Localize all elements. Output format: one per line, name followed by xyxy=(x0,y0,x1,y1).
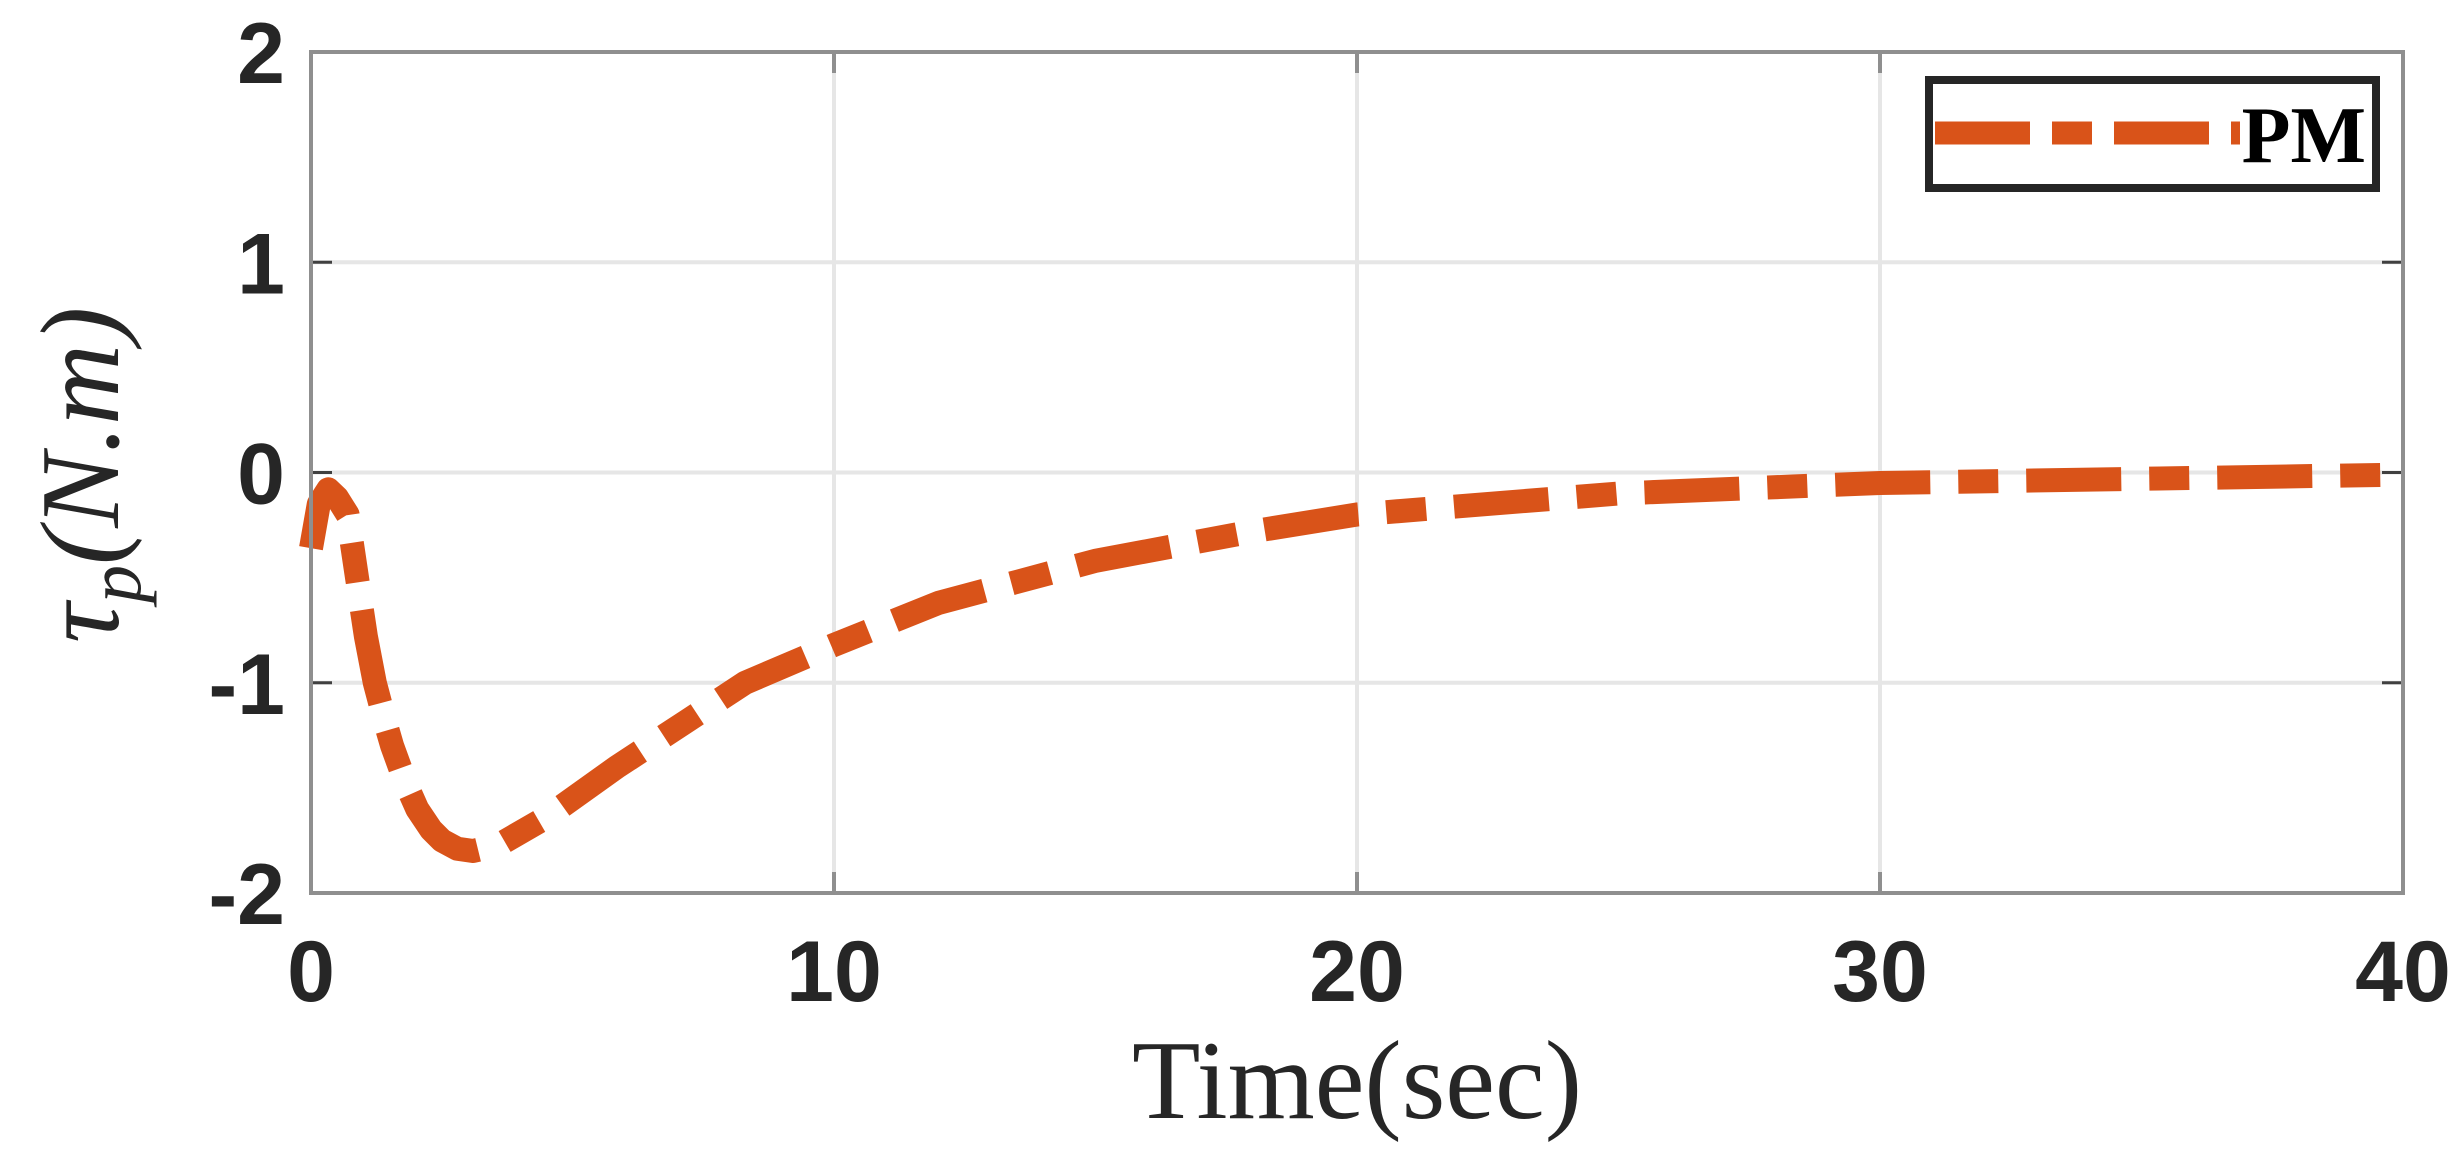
y-tick-label: 0 xyxy=(237,427,285,523)
y-axis-label-subscript: p xyxy=(73,565,157,608)
svg-text:τp(N.m): τp(N.m) xyxy=(19,307,157,643)
x-tick-label: 10 xyxy=(786,924,882,1020)
y-tick-label: -2 xyxy=(209,847,285,943)
y-axis-tick-labels: -2 -1 0 1 2 xyxy=(209,6,285,943)
x-tick-label: 40 xyxy=(2355,924,2451,1020)
y-axis-label-symbol: τ xyxy=(19,599,143,643)
y-tick-label: 2 xyxy=(237,6,285,102)
x-tick-label: 20 xyxy=(1309,924,1405,1020)
series-pm-line xyxy=(299,462,2404,863)
y-tick-label: -1 xyxy=(209,637,285,733)
series-layer xyxy=(299,462,2404,863)
x-tick-label: 30 xyxy=(1832,924,1928,1020)
axes-box xyxy=(309,50,2405,895)
legend: PM xyxy=(1925,76,2380,192)
x-axis-tick-labels: 0 10 20 30 40 xyxy=(287,924,2451,1020)
y-tick-label: 1 xyxy=(237,216,285,312)
x-axis-label: Time(sec) xyxy=(1132,1019,1582,1143)
y-axis-label-units: (N.m) xyxy=(19,307,143,565)
legend-label-pm: PM xyxy=(2242,92,2366,180)
y-axis-label: τp(N.m) xyxy=(19,307,157,643)
x-tick-label: 0 xyxy=(287,924,335,1020)
